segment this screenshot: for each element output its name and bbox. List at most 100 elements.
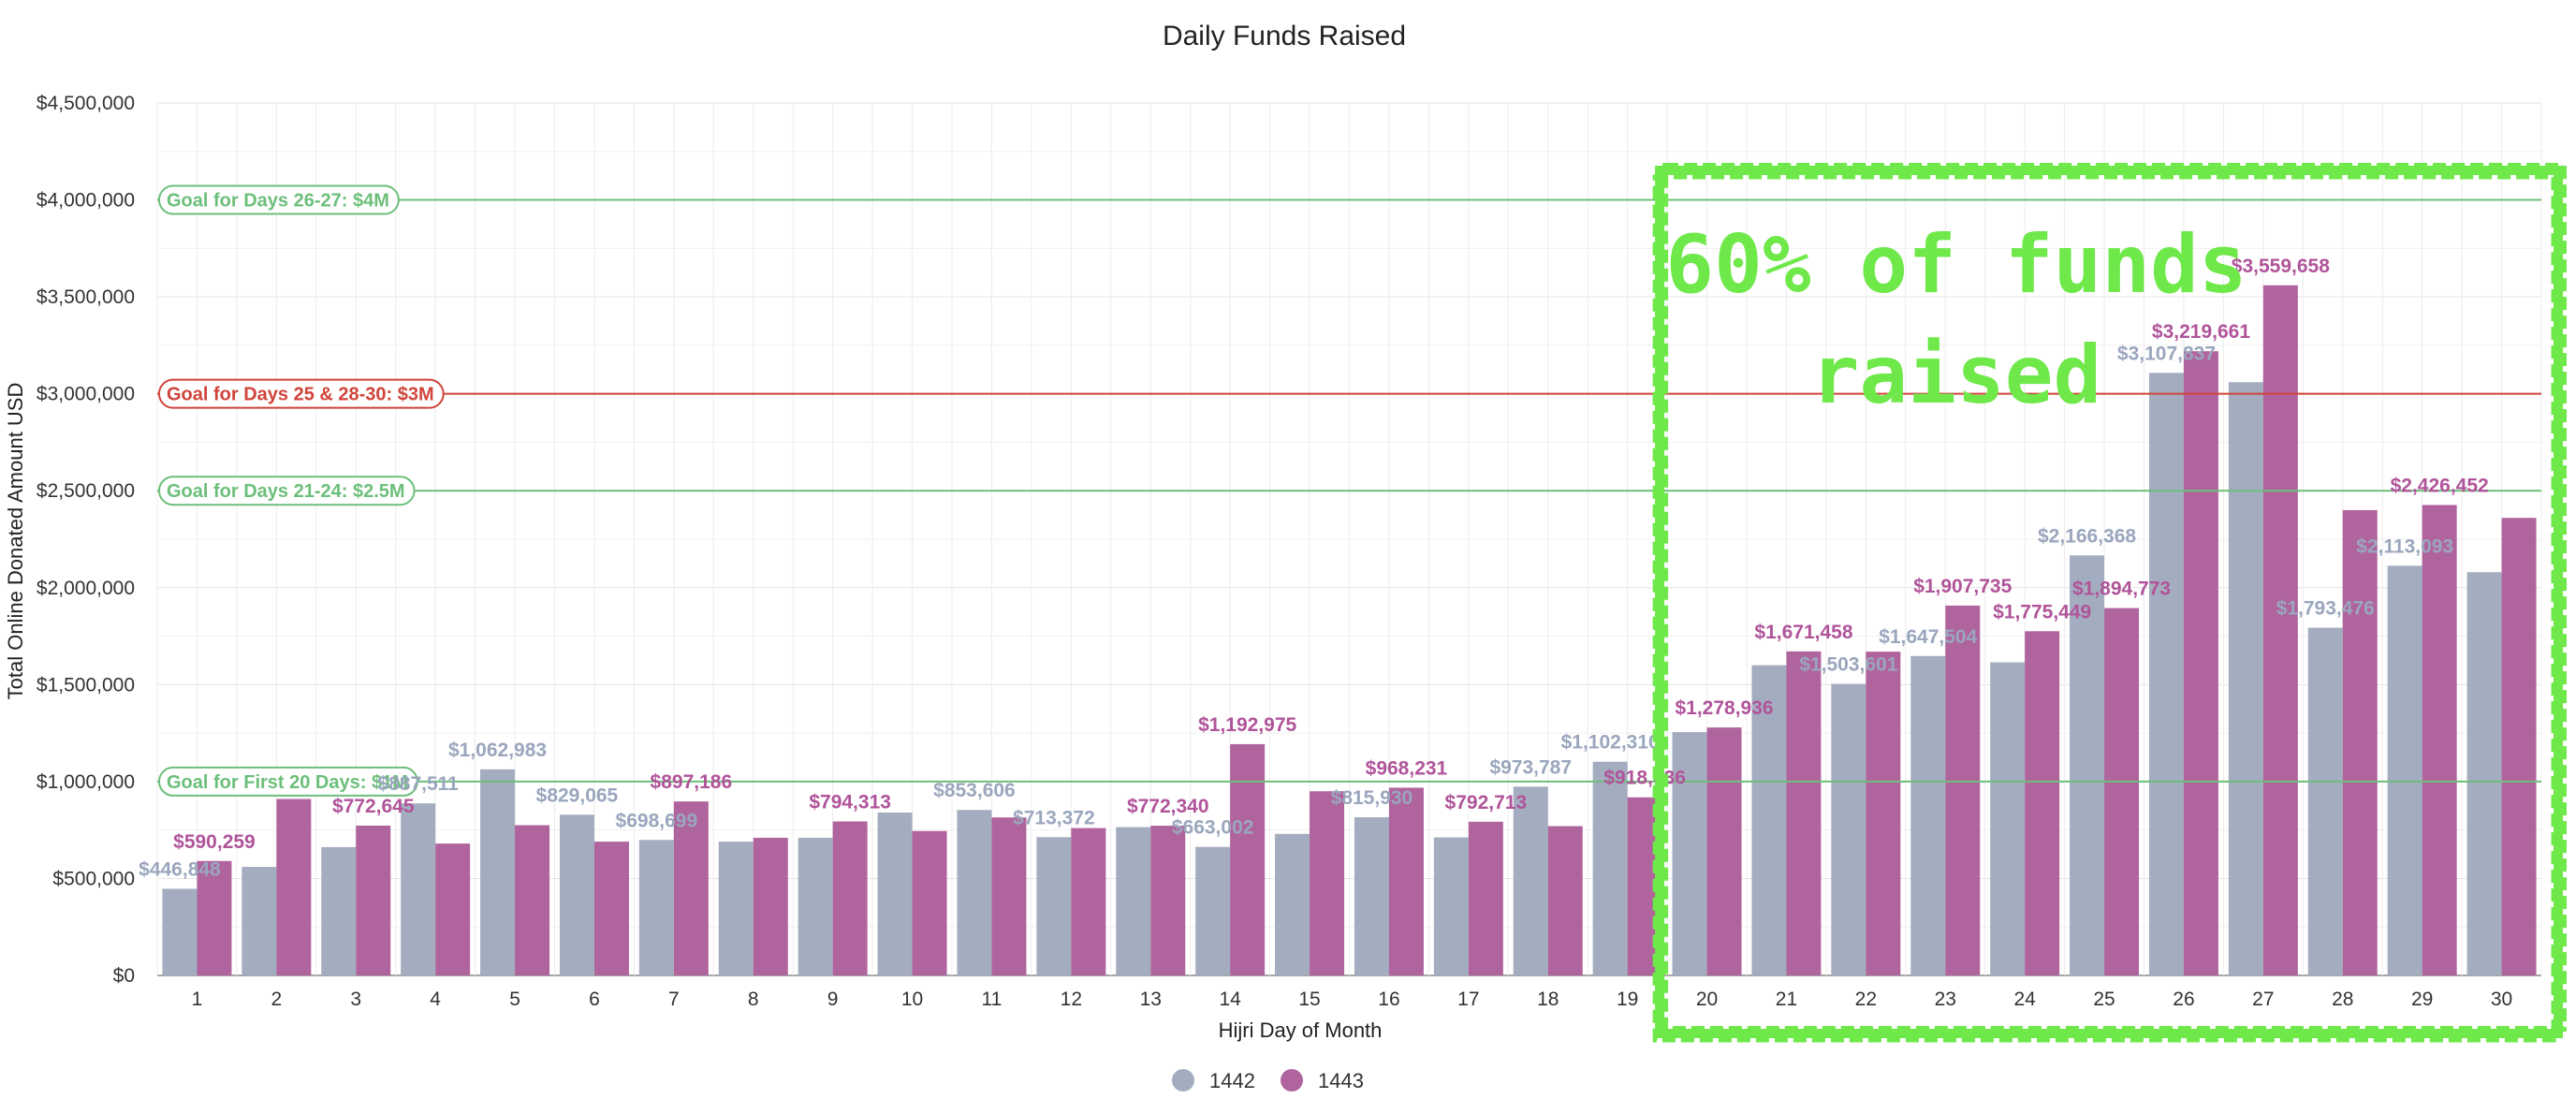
x-tick-label: 7	[668, 989, 680, 1010]
bar-1442-day-6	[559, 814, 594, 975]
bar-1443-day-28	[2342, 509, 2378, 975]
data-label: $1,102,310	[1561, 732, 1660, 754]
x-tick-label: 16	[1378, 989, 1399, 1010]
bar-1442-day-30	[2466, 572, 2502, 975]
data-label: $1,775,449	[1993, 601, 2091, 623]
bar-1443-day-26	[2183, 351, 2218, 975]
bar-1443-day-10	[912, 830, 947, 975]
y-tick-label: $3,500,000	[37, 286, 135, 308]
goal-label-pill	[158, 184, 400, 215]
bar-1443-day-27	[2262, 285, 2298, 976]
data-label: $815,930	[1331, 787, 1413, 809]
data-label: $792,713	[1445, 792, 1528, 813]
data-label: $663,002	[1172, 817, 1254, 839]
bar-1442-day-12	[1036, 837, 1072, 975]
x-tick-label: 4	[430, 989, 441, 1010]
bar-1443-day-17	[1468, 821, 1503, 975]
bar-1443-day-3	[356, 825, 391, 975]
annotation-box	[1655, 166, 2563, 1038]
data-label: $3,219,661	[2152, 321, 2250, 343]
data-label: $446,848	[139, 858, 221, 880]
bar-1443-day-2	[276, 799, 312, 975]
bar-1443-day-1	[197, 860, 232, 975]
goal-label-pill	[158, 378, 445, 409]
bar-1442-day-29	[2387, 565, 2422, 975]
bar-1443-day-15	[1310, 791, 1345, 975]
goal-label-text: Goal for Days 26-27: $4M	[167, 191, 389, 212]
goal-label: Goal for Days 26-27: $4M	[158, 184, 400, 215]
x-tick-label: 15	[1298, 989, 1320, 1010]
legend-label: 1442	[1209, 1069, 1255, 1092]
bar-1443-day-24	[2025, 631, 2060, 975]
goal-lines: Goal for Days 26-27: $4M Goal for Days 25…	[157, 184, 2541, 797]
value-labels: $446,848 $590,259 $772,645$887,511 $1,062,9…	[139, 256, 2489, 881]
x-tick-label: 23	[1935, 989, 1956, 1010]
data-label: $853,606	[933, 780, 1016, 801]
bar-1443-day-5	[515, 825, 550, 975]
bar-1443-day-20	[1706, 727, 1742, 975]
bar-1443-day-23	[1945, 605, 1981, 975]
goal-label: Goal for First 20 Days: $1M	[158, 766, 418, 797]
y-tick-label: $4,000,000	[37, 190, 135, 212]
data-label: $1,894,773	[2072, 579, 2171, 600]
bar-1443-day-16	[1388, 787, 1424, 975]
data-label: $973,787	[1489, 756, 1572, 778]
data-label: $1,793,476	[2276, 598, 2375, 620]
bar-1442-day-9	[798, 837, 833, 975]
bar-1443-day-7	[673, 801, 709, 975]
bar-1442-day-16	[1354, 817, 1389, 975]
y-tick-label: $2,000,000	[37, 578, 135, 599]
x-tick-label: 6	[589, 989, 600, 1010]
bar-1442-day-10	[877, 813, 913, 975]
x-tick-label: 27	[2252, 989, 2274, 1010]
data-label: $829,065	[536, 784, 619, 806]
bar-1442-day-8	[718, 842, 754, 975]
bar-1442-day-3	[321, 846, 357, 975]
y-axis-title: Total Online Donated Amount USD	[4, 383, 27, 700]
legend-swatch	[1172, 1069, 1194, 1092]
bar-1442-day-26	[2148, 373, 2184, 976]
bar-1442-day-25	[2070, 555, 2105, 975]
bar-1442-day-4	[401, 803, 436, 975]
goal-label: Goal for Days 21-24: $2.5M	[158, 476, 416, 506]
data-label: $772,340	[1127, 796, 1209, 817]
bar-1442-day-19	[1592, 761, 1628, 975]
data-label: $887,511	[377, 773, 459, 795]
data-label: $2,166,368	[2038, 525, 2136, 547]
legend: 1442 1443	[1172, 1069, 1364, 1092]
x-tick-label: 26	[2173, 989, 2194, 1010]
bar-1443-day-22	[1866, 652, 1901, 975]
bar-1443-day-25	[2104, 608, 2140, 975]
x-tick-label: 30	[2491, 989, 2512, 1010]
data-label: $968,231	[1366, 757, 1448, 779]
x-tick-label: 17	[1457, 989, 1479, 1010]
bar-1442-day-21	[1751, 665, 1787, 975]
y-tick-label: $1,500,000	[37, 674, 135, 696]
data-label: $772,645	[332, 796, 415, 817]
bar-1442-day-13	[1116, 827, 1151, 975]
annotation-text: 60% of funds	[1665, 218, 2247, 312]
x-tick-label: 22	[1855, 989, 1877, 1010]
data-label: $1,062,983	[448, 740, 547, 761]
bar-1442-day-23	[1910, 655, 1946, 975]
data-label: $1,503,601	[1799, 654, 1897, 676]
x-tick-label: 25	[2093, 989, 2115, 1010]
bar-1442-day-14	[1195, 846, 1231, 975]
goal-label-text: Goal for Days 21-24: $2.5M	[167, 481, 405, 502]
x-tick-label: 13	[1140, 989, 1162, 1010]
x-tick-label: 3	[350, 989, 361, 1010]
y-tick-label: $0	[113, 965, 135, 987]
bar-1442-day-15	[1275, 833, 1310, 975]
goal-label-pill	[158, 476, 416, 506]
y-tick-label: $3,000,000	[37, 384, 135, 405]
data-label: $1,647,504	[1879, 626, 1977, 648]
x-tick-label: 24	[2013, 989, 2036, 1010]
bar-1442-day-2	[242, 867, 277, 975]
data-label: $3,107,837	[2117, 343, 2216, 364]
x-tick-label: 2	[271, 989, 283, 1010]
goal-label: Goal for Days 25 & 28-30: $3M	[158, 378, 445, 409]
bar-1443-day-30	[2501, 518, 2537, 975]
x-tick-label: 9	[827, 989, 839, 1010]
x-tick-label: 12	[1061, 989, 1082, 1010]
